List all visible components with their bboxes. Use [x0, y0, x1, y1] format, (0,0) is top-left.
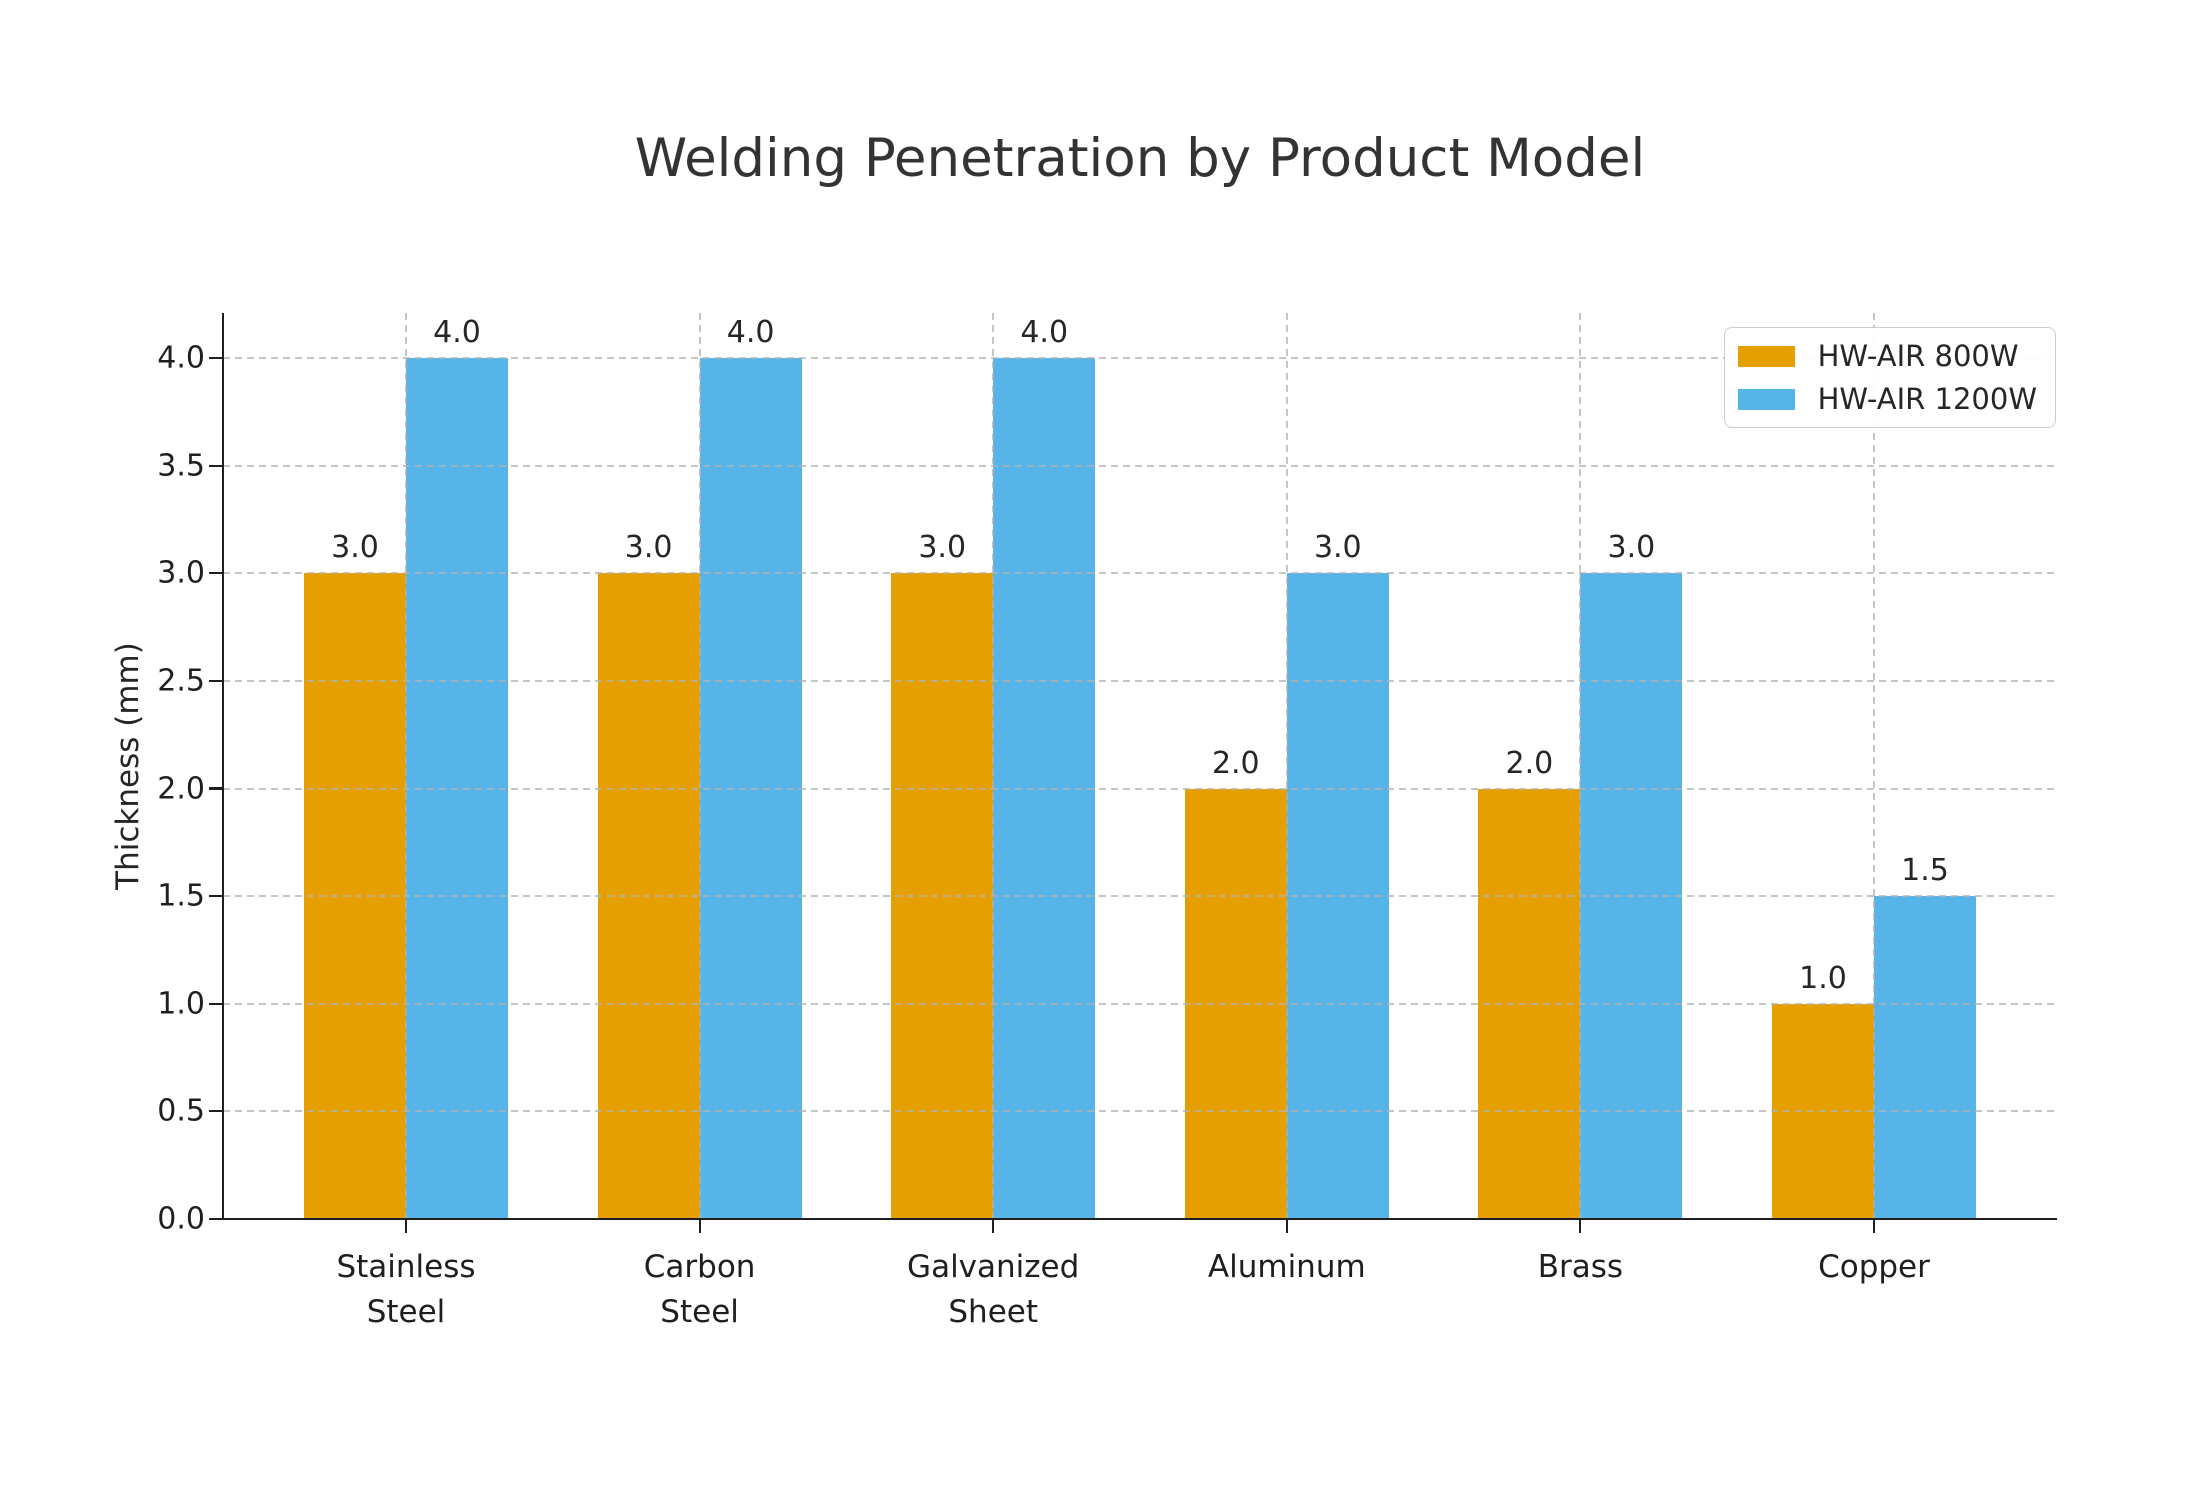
grid-line-horizontal — [223, 1110, 2057, 1113]
y-tick-label: 4.0 — [157, 340, 205, 376]
x-tick-label: Copper — [1818, 1249, 1930, 1285]
y-axis-tick — [209, 1110, 223, 1113]
y-axis-tick — [209, 1217, 223, 1221]
legend-label: HW-AIR 1200W — [1817, 382, 2037, 416]
y-tick-label: 2.5 — [157, 663, 205, 699]
grid-line-horizontal — [223, 787, 2057, 790]
x-axis-tick — [992, 1219, 995, 1233]
legend-label: HW-AIR 800W — [1817, 339, 2019, 373]
x-tick-label: Carbon Steel — [643, 1249, 756, 1330]
x-axis-tick — [404, 1219, 408, 1233]
bar-value-label: 2.0 — [1211, 745, 1260, 781]
grid-line-horizontal — [223, 572, 2057, 575]
bar-value-label: 4.0 — [726, 315, 775, 351]
grid-line-vertical — [1285, 313, 1288, 1219]
y-tick-label: 1.5 — [157, 878, 205, 914]
y-axis-spine — [222, 313, 225, 1220]
legend-item-hw-air-1200w: HW-AIR 1200W — [1737, 382, 2037, 416]
bar-value-label: 1.5 — [1901, 853, 1949, 889]
x-tick-label: Brass — [1537, 1249, 1624, 1285]
grid-line-vertical — [1579, 313, 1582, 1219]
chart-title: Welding Penetration by Product Model — [634, 128, 1646, 189]
y-axis-tick — [209, 895, 223, 898]
bar-value-label: 3.0 — [918, 530, 967, 566]
x-axis-tick — [1872, 1219, 1876, 1233]
y-tick-label: 2.0 — [157, 771, 205, 807]
grid-line-horizontal — [223, 895, 2057, 898]
grid-line-vertical — [698, 313, 701, 1219]
legend-swatch — [1737, 388, 1795, 410]
y-tick-label: 0.5 — [157, 1093, 205, 1129]
y-tick-label: 0.0 — [157, 1201, 205, 1237]
bar-value-label: 4.0 — [433, 315, 481, 351]
bar-value-label: 3.0 — [331, 530, 379, 566]
y-tick-label: 1.0 — [157, 986, 205, 1022]
grid-line-horizontal — [223, 1002, 2057, 1005]
bar-value-label: 1.0 — [1799, 960, 1847, 996]
x-tick-label: Galvanized Sheet — [907, 1249, 1080, 1330]
x-axis-tick — [698, 1219, 701, 1233]
grid-line-vertical — [405, 313, 407, 1219]
y-tick-label: 3.5 — [157, 448, 205, 484]
bar-value-label: 3.0 — [1607, 530, 1656, 566]
bar-value-label: 4.0 — [1020, 315, 1069, 351]
legend: HW-AIR 800W HW-AIR 1200W — [1723, 327, 2056, 428]
y-tick-label: 3.0 — [157, 555, 205, 591]
bar-value-label: 3.0 — [624, 530, 673, 566]
x-axis-tick — [1285, 1219, 1288, 1233]
grid-line-vertical — [992, 313, 995, 1219]
grid-line-horizontal — [223, 679, 2057, 682]
legend-swatch — [1737, 345, 1795, 367]
y-axis-tick — [209, 679, 223, 683]
y-axis-tick — [209, 787, 223, 790]
y-axis-tick — [209, 572, 223, 575]
x-axis-spine — [222, 1218, 2057, 1221]
grid-line-horizontal — [223, 357, 2057, 360]
y-axis-tick — [209, 1002, 223, 1005]
x-tick-label: Aluminum — [1207, 1249, 1366, 1285]
x-axis-tick — [1579, 1219, 1582, 1233]
legend-item-hw-air-800w: HW-AIR 800W — [1737, 339, 2037, 373]
grid-line-horizontal — [223, 464, 2057, 467]
grid-line-vertical — [1873, 313, 1875, 1219]
plot-area: HW-AIR 800W HW-AIR 1200W 0.0 0.5 1.0 1.5 2.0 2… — [157, 313, 2057, 1330]
x-tick-label: Stainless Steel — [336, 1249, 476, 1330]
bar-hw-air-1200w-copper — [1874, 896, 1976, 1219]
bar-value-label: 3.0 — [1313, 530, 1362, 566]
y-axis-tick — [209, 357, 223, 360]
bar-value-label: 2.0 — [1505, 745, 1554, 781]
y-axis-tick — [209, 464, 223, 467]
